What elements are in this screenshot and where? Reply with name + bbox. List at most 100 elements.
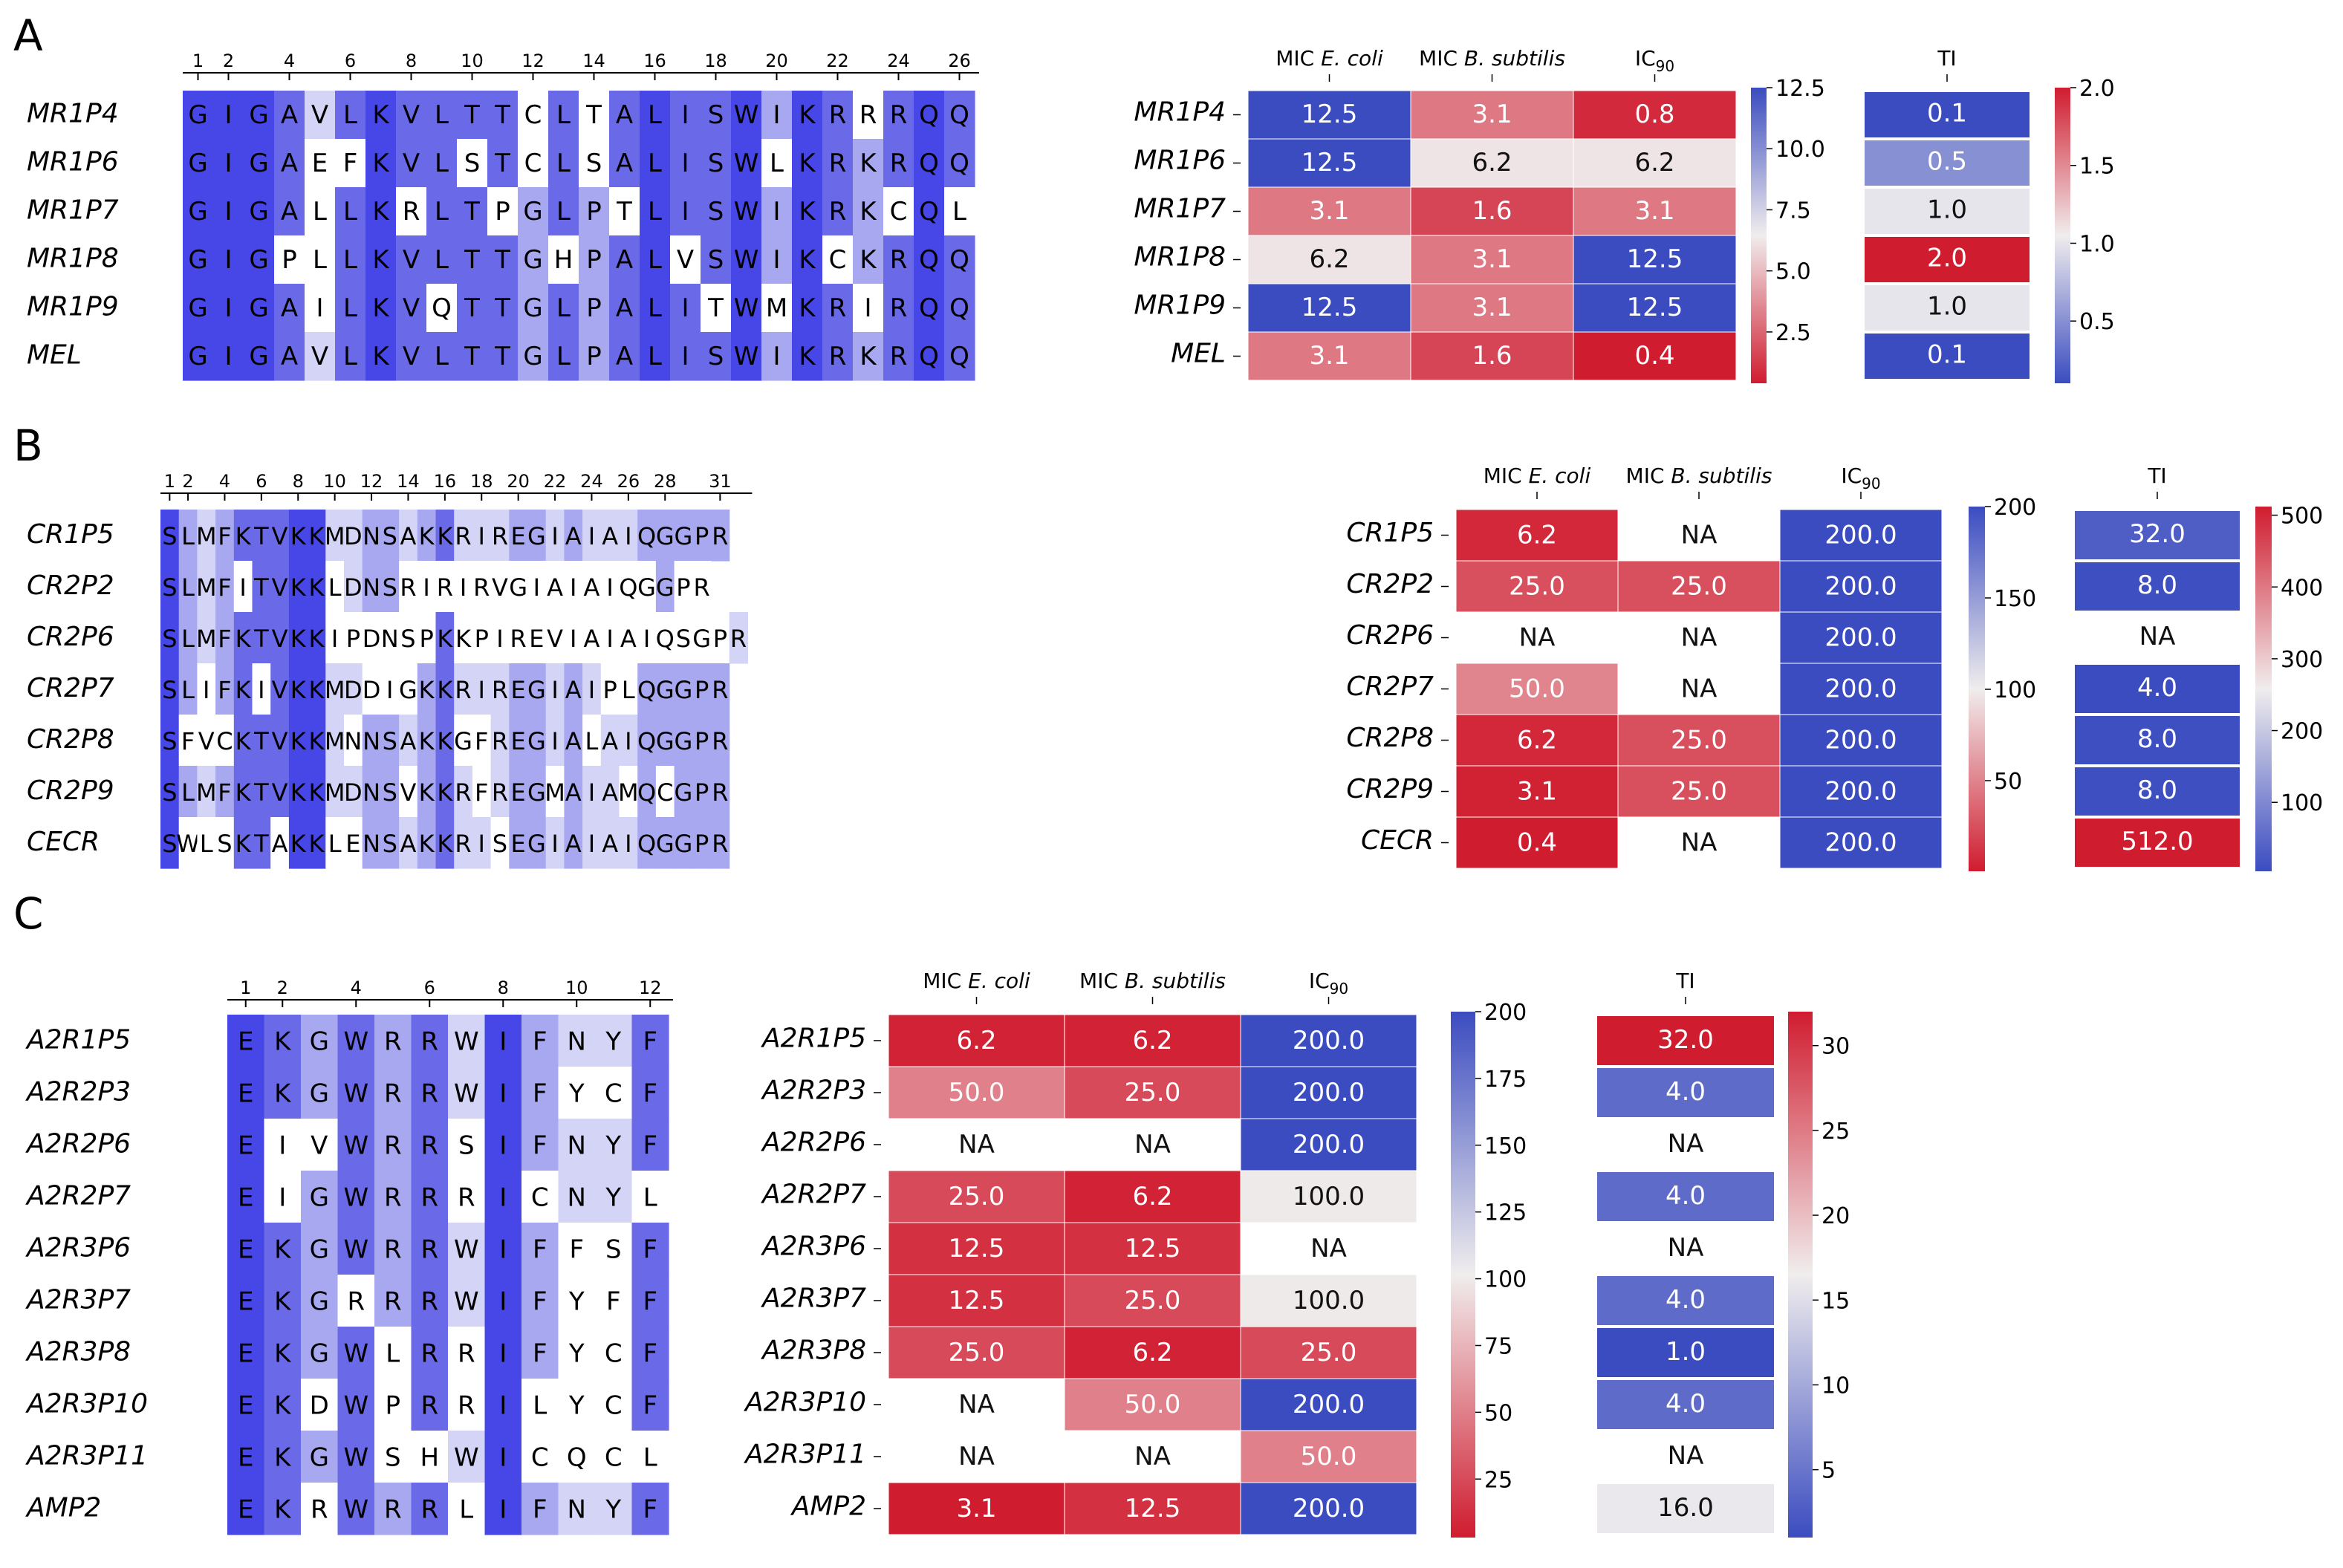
- heatmap-row-label: CR2P8: [1346, 723, 1434, 753]
- residue-cell: [160, 663, 180, 715]
- residue-cell: [711, 766, 730, 818]
- residue-letter: K: [235, 778, 252, 807]
- residue-cell: [527, 561, 547, 613]
- residue-cell: [160, 561, 180, 613]
- residue-cell: [692, 663, 712, 715]
- residue-cell: [579, 139, 610, 188]
- residue-letter: R: [420, 1287, 438, 1317]
- residue-cell: [365, 187, 397, 236]
- residue-cell: [914, 284, 945, 333]
- residue-cell: [518, 284, 549, 333]
- heatmap-cell: [1240, 1066, 1417, 1119]
- heatmap-value: 200.0: [1824, 623, 1897, 653]
- heatmap-value: 3.1: [1309, 196, 1349, 226]
- residue-cell: [374, 1015, 412, 1067]
- residue-cell: [545, 663, 565, 715]
- heatmap-value: NA: [1134, 1130, 1171, 1159]
- residue-letter: E: [238, 1287, 253, 1317]
- residue-cell: [337, 1015, 375, 1067]
- residue-letter: A: [565, 676, 582, 704]
- residue-letter: R: [712, 522, 728, 550]
- ruler-tick-label: 12: [360, 471, 383, 492]
- residue-letter: K: [274, 1443, 292, 1473]
- residue-letter: I: [224, 100, 232, 130]
- residue-cell: [637, 510, 657, 562]
- residue-letter: G: [249, 342, 268, 371]
- residue-letter: K: [799, 197, 816, 227]
- residue-letter: R: [420, 1079, 438, 1109]
- position-ruler: 1 2 4 6 8 10 12: [227, 977, 673, 1007]
- residue-cell: [270, 561, 290, 613]
- residue-cell: [435, 715, 455, 767]
- residue-letter: L: [313, 197, 327, 227]
- residue-letter: S: [708, 342, 724, 371]
- residue-cell: [380, 510, 400, 562]
- heatmap-value: 25.0: [1671, 726, 1727, 755]
- ruler-tick-label: 22: [826, 51, 849, 71]
- residue-cell: [213, 284, 244, 333]
- residue-cell: [365, 91, 397, 140]
- residue-cell: [490, 561, 510, 613]
- residue-cell: [609, 332, 640, 381]
- colorbar-tick-label: 150: [1994, 586, 2036, 612]
- heatmap-cell: [1618, 612, 1780, 663]
- residue-letter: T: [464, 342, 480, 371]
- residue-letter: I: [499, 1443, 507, 1473]
- residue-cell: [417, 766, 437, 818]
- residue-letter: K: [290, 727, 307, 755]
- residue-cell: [213, 187, 244, 236]
- residue-letter: I: [533, 573, 540, 602]
- heatmap-row-label: A2R3P7: [761, 1283, 866, 1313]
- residue-cell: [307, 612, 326, 664]
- residue-letter: I: [588, 778, 595, 807]
- residue-letter: A: [400, 830, 417, 858]
- residue-cell: [692, 817, 712, 869]
- residue-letter: I: [499, 1235, 507, 1265]
- heatmap-cell: [1779, 611, 1943, 664]
- alignment-row: E K G W R R W I F F S FEKGWRRWIFFSF: [227, 1223, 669, 1275]
- residue-cell: [527, 817, 547, 869]
- heatmap-value: NA: [958, 1390, 995, 1419]
- residue-cell: [579, 187, 610, 236]
- colorbar-tick-label: 0.5: [2079, 309, 2115, 335]
- residue-cell: [701, 284, 732, 333]
- ruler-tick-label: 14: [582, 51, 605, 71]
- residue-cell: [490, 510, 510, 562]
- residue-cell: [435, 510, 455, 562]
- residue-cell: [399, 715, 418, 767]
- residue-letter: K: [372, 342, 390, 371]
- residue-cell: [426, 187, 458, 236]
- residue-letter: G: [188, 149, 207, 178]
- residue-cell: [454, 663, 473, 715]
- residue-cell: [301, 1015, 339, 1067]
- residue-cell: [264, 1119, 302, 1171]
- residue-letter: G: [310, 1287, 329, 1317]
- residue-letter: G: [675, 778, 693, 807]
- alignment-row: E I G W R R R I C N Y LEIGWRRRICNYL: [227, 1171, 669, 1223]
- residue-letter: K: [290, 625, 307, 653]
- heatmap-cell: [888, 1014, 1065, 1067]
- residue-letter: I: [551, 727, 558, 755]
- alignment-row: G I G A E F K V L S T C L S A L I S W L K R K R Q QGIGAEFKVLSTCLS…: [183, 139, 975, 188]
- ruler-tick-label: 8: [293, 471, 304, 492]
- residue-letter: S: [708, 149, 724, 178]
- ruler-tick-label: 10: [461, 51, 484, 71]
- residue-cell: [582, 612, 602, 664]
- alignment-row: G I G A I L K V Q T T G L P A L I T W M K R I R Q QGIGAILKVQTTGLP…: [183, 284, 975, 333]
- residue-letter: W: [343, 1235, 368, 1265]
- residue-letter: G: [692, 625, 711, 653]
- heatmap-cell: [1779, 509, 1943, 562]
- residue-letter: E: [238, 1443, 253, 1473]
- residue-cell: [609, 187, 640, 236]
- residue-letter: K: [437, 778, 453, 807]
- heatmap-colorbar: 200 150 100 50: [1969, 495, 2036, 871]
- residue-letter: G: [310, 1027, 329, 1057]
- residue-letter: G: [188, 100, 207, 130]
- residue-letter: W: [343, 1131, 368, 1161]
- heatmap-value: 6.2: [1517, 726, 1557, 755]
- residue-letter: C: [524, 149, 542, 178]
- residue-cell: [545, 766, 565, 818]
- residue-letter: L: [952, 197, 966, 227]
- residue-letter: I: [625, 522, 631, 550]
- residue-cell: [288, 715, 308, 767]
